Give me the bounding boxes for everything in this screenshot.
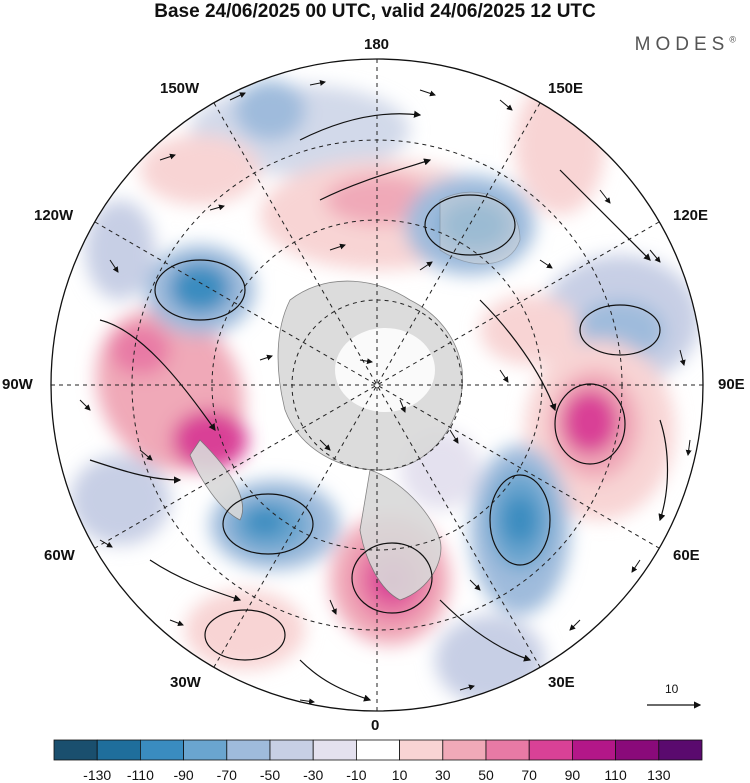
lon-label-0: 0 xyxy=(371,717,380,734)
colorbar-cell xyxy=(572,739,617,761)
brand-name: MODES xyxy=(634,34,730,55)
colorbar-tick-label: -50 xyxy=(259,767,281,783)
wind-arrows xyxy=(79,80,692,705)
vector-scale-label: 10 xyxy=(665,682,679,696)
lon-label-30e: 30E xyxy=(548,674,575,691)
colorbar-cell xyxy=(658,739,703,761)
colorbar-tick-label: 10 xyxy=(391,767,408,783)
colorbar-cell xyxy=(312,739,357,761)
lon-label-150w: 150W xyxy=(160,80,200,97)
colorbar-tick-label: -70 xyxy=(216,767,237,783)
graticule xyxy=(51,59,703,711)
colorbar-cell xyxy=(139,739,184,761)
lon-label-90e: 90E xyxy=(718,376,745,393)
colorbar-cell xyxy=(96,739,141,761)
lon-label-120w: 120W xyxy=(34,207,74,224)
colorbar-tick-label: 50 xyxy=(478,767,494,783)
colorbar-tick-label: 90 xyxy=(564,767,581,783)
lon-label-60e: 60E xyxy=(673,547,700,564)
colorbar-tick-label: -130 xyxy=(83,767,112,783)
map-disk xyxy=(51,59,703,711)
colorbar-cell xyxy=(183,739,228,761)
colorbar-tick-label: -30 xyxy=(303,767,324,783)
colorbar-cell xyxy=(53,739,98,761)
colorbar-tick-label: 30 xyxy=(435,767,451,783)
lon-label-120e: 120E xyxy=(673,207,709,224)
colorbar-cell xyxy=(485,739,530,761)
colorbar-cell xyxy=(399,739,444,761)
colorbar-cell xyxy=(226,739,271,761)
colorbar-cell xyxy=(528,739,573,761)
lon-label-30w: 30W xyxy=(170,674,201,691)
registered-mark: ® xyxy=(729,34,736,45)
colorbar-cell xyxy=(269,739,314,761)
colorbar-tick-label: -110 xyxy=(126,767,154,783)
colorbar-tick-label: 110 xyxy=(604,767,627,783)
colorbar-tick-label: 130 xyxy=(647,767,671,783)
colorbar-cell xyxy=(442,739,487,761)
colorbar xyxy=(53,739,703,761)
polar-cap xyxy=(335,328,435,412)
map-border xyxy=(50,58,704,712)
lon-label-60w: 60W xyxy=(44,547,75,564)
lon-label-150e: 150E xyxy=(548,80,584,97)
map-title: Base 24/06/2025 00 UTC, valid 24/06/2025… xyxy=(154,1,596,22)
lon-label-180: 180 xyxy=(364,36,390,53)
lon-label-90w: 90W xyxy=(2,376,33,393)
colorbar-tick-label: -90 xyxy=(173,767,194,783)
colorbar-tick-label: 70 xyxy=(521,767,537,783)
brand-logo: MODES® xyxy=(635,34,736,56)
streamlines xyxy=(89,110,669,702)
colorbar-tick-label: -10 xyxy=(346,767,367,783)
colorbar-cell xyxy=(615,739,660,761)
colorbar-cell xyxy=(355,739,400,761)
